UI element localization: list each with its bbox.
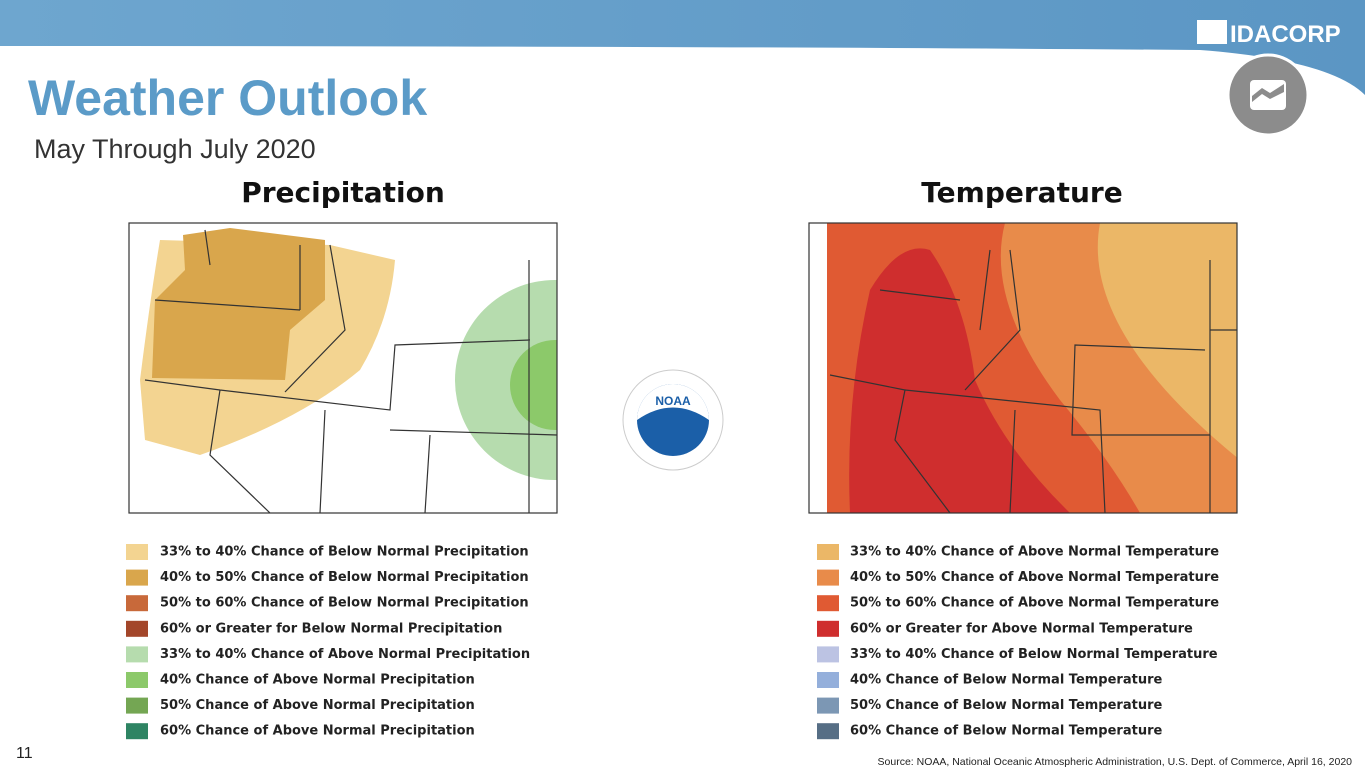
legend-swatch (126, 544, 148, 560)
legend-swatch (817, 723, 839, 740)
map-frame (128, 222, 558, 514)
legend-swatch (817, 595, 839, 612)
map-title: Temperature (921, 176, 1122, 209)
legend-label: 60% Chance of Above Normal Precipitation (160, 724, 475, 739)
map-title: Precipitation (241, 176, 445, 209)
legend-label: 40% Chance of Above Normal Precipitation (160, 673, 475, 688)
legend-label: 33% to 40% Chance of Above Normal Precip… (160, 647, 530, 662)
legend-label: 33% to 40% Chance of Above Normal Temper… (850, 545, 1219, 560)
logo-text: IDACORP (1230, 21, 1341, 48)
title: Weather Outlook (28, 70, 427, 126)
legend-label: 50% Chance of Below Normal Temperature (850, 698, 1162, 713)
noaa-text: NOAA (655, 394, 691, 408)
temperature-map (809, 223, 1237, 513)
legend-label: 60% or Greater for Above Normal Temperat… (850, 621, 1193, 636)
source: Source: NOAA, National Oceanic Atmospher… (878, 756, 1353, 768)
legend-label: 33% to 40% Chance of Below Normal Precip… (160, 545, 529, 560)
legend-swatch (817, 697, 839, 714)
logo-mark (1197, 20, 1227, 44)
map-frame (808, 222, 1238, 514)
legend-swatch (126, 646, 148, 663)
legend-label: 50% to 60% Chance of Above Normal Temper… (850, 596, 1219, 611)
legend-label: 40% to 50% Chance of Below Normal Precip… (160, 570, 529, 585)
legend-swatch (126, 697, 148, 714)
legend-swatch (817, 672, 839, 688)
legend-label: 40% Chance of Below Normal Temperature (850, 673, 1162, 688)
legend-swatch (126, 672, 148, 688)
legend-swatch (817, 569, 839, 586)
legend-swatch (126, 723, 148, 740)
legend-label: 50% to 60% Chance of Below Normal Precip… (160, 596, 529, 611)
legend-label: 60% Chance of Below Normal Temperature (850, 724, 1162, 739)
legend-swatch (126, 569, 148, 586)
precipitation-map (129, 223, 557, 513)
page-number: 11 (16, 745, 33, 762)
header-band (0, 0, 1365, 95)
legend-label: 40% to 50% Chance of Above Normal Temper… (850, 570, 1219, 585)
legend-swatch (817, 620, 839, 637)
subtitle: May Through July 2020 (34, 134, 316, 164)
legend-swatch (126, 595, 148, 612)
legend-label: 50% Chance of Above Normal Precipitation (160, 698, 475, 713)
legend-swatch (817, 544, 839, 560)
legend-label: 33% to 40% Chance of Below Normal Temper… (850, 647, 1218, 662)
legend-swatch (817, 646, 839, 663)
noaa-logo: NOAA (622, 369, 724, 471)
legend-swatch (126, 620, 148, 637)
legend-label: 60% or Greater for Below Normal Precipit… (160, 621, 502, 636)
